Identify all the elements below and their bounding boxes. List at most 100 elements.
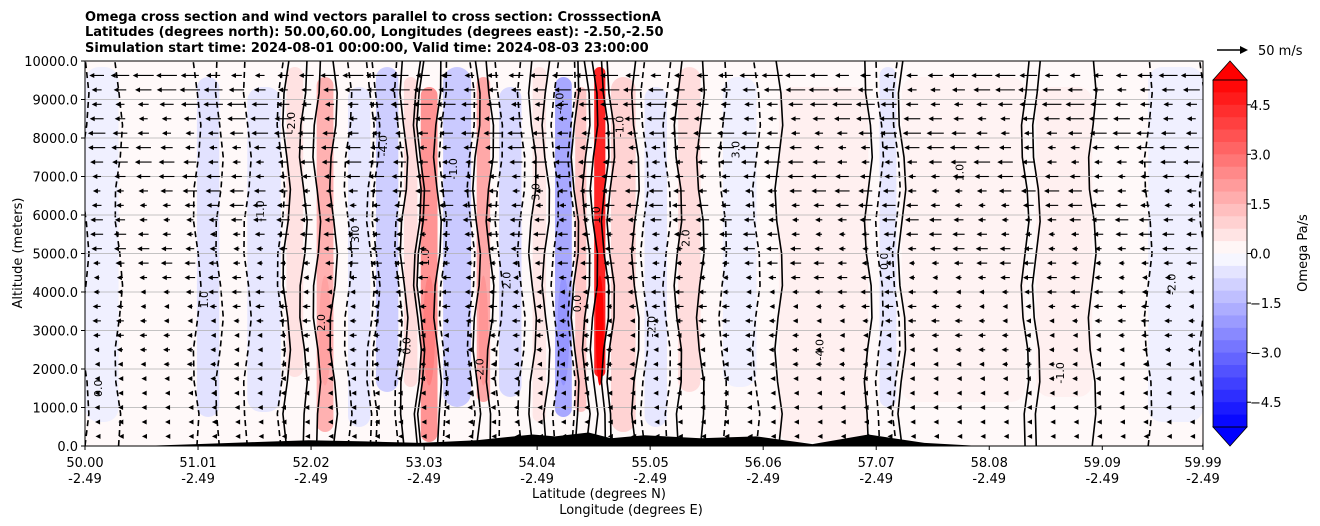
wind-vector-head <box>1022 116 1028 122</box>
x-axis: 50.00-2.4951.01-2.4952.02-2.4953.03-2.49… <box>66 446 1222 487</box>
wind-vector-head <box>1163 101 1169 107</box>
wind-vector-head <box>111 145 117 151</box>
wind-vector-head <box>1138 159 1144 165</box>
wind-vector-head <box>720 101 726 107</box>
wind-vector-head <box>1001 289 1007 295</box>
wind-vector-head <box>467 347 473 353</box>
wind-vector-head <box>840 419 846 425</box>
wind-vector-head <box>698 289 704 295</box>
wind-vector-head <box>1187 347 1193 353</box>
wind-vector-head <box>463 87 469 93</box>
wind-vector-head <box>1023 145 1029 151</box>
wind-vector-head <box>1025 361 1031 367</box>
wind-vector-head <box>141 405 147 410</box>
wind-vector-head <box>1138 217 1144 223</box>
wind-vector-head <box>745 275 751 281</box>
wind-vector-head <box>466 260 472 266</box>
y-tick-label: 10000.0 <box>24 55 78 70</box>
wind-vector-head <box>769 289 775 295</box>
y-tick-label: 4000.0 <box>33 286 79 301</box>
wind-vector-head <box>1164 303 1170 309</box>
wind-vector-head <box>1002 303 1008 309</box>
wind-vector-head <box>1026 405 1032 410</box>
wind-vector-head <box>182 188 188 194</box>
wind-vector-head <box>840 405 846 410</box>
wind-vector-head <box>994 72 1000 78</box>
wind-vector-head <box>837 217 843 223</box>
wind-vector-head <box>577 159 583 165</box>
wind-vector-head <box>508 72 514 78</box>
omega-band <box>347 87 371 427</box>
wind-vector-head <box>886 332 892 338</box>
wind-vector-head <box>976 101 982 107</box>
wind-vector-head <box>1071 246 1077 252</box>
wind-vector-head <box>785 87 791 93</box>
wind-vector-head <box>536 347 542 353</box>
wind-vector-head <box>747 376 753 382</box>
wind-vector-head <box>205 188 211 194</box>
wind-vector-head <box>533 116 539 122</box>
wind-vector-head <box>631 419 637 425</box>
wind-vector-head <box>581 231 587 237</box>
wind-vector-head <box>817 405 823 410</box>
wind-vector-head <box>909 376 915 382</box>
wind-vector-head <box>1071 318 1077 324</box>
wind-vector-head <box>347 130 353 136</box>
wind-vector-head <box>554 87 560 93</box>
wind-vector-head <box>372 202 378 208</box>
wind-vector-head <box>789 188 795 194</box>
wind-vector-head <box>603 202 609 208</box>
wind-vector-head <box>253 87 259 93</box>
wind-vector-head <box>768 217 774 223</box>
wind-vector-head <box>722 347 728 353</box>
wind-vector-head <box>693 130 699 136</box>
wind-vector-head <box>998 188 1004 194</box>
wind-vector-head <box>653 332 659 338</box>
wind-vector-head <box>951 130 957 136</box>
wind-vector-head <box>1067 87 1073 93</box>
wind-vector-head <box>137 246 143 252</box>
contour-label: 2.0 <box>679 229 692 247</box>
wind-vector-head <box>948 72 954 78</box>
colorbar-segment <box>1213 104 1247 118</box>
wind-vector-head <box>601 174 607 179</box>
wind-vector-head <box>1190 433 1196 439</box>
wind-vector-head <box>1096 405 1102 410</box>
contour-label: 0.0 <box>571 295 584 313</box>
wind-vector-head <box>230 174 236 179</box>
wind-vector-head <box>815 231 821 237</box>
wind-vector-head <box>930 101 936 107</box>
wind-vector-head <box>955 289 961 295</box>
wind-vector-head <box>886 390 892 396</box>
wind-vector-head <box>327 390 333 396</box>
colorbar-segment <box>1213 191 1247 205</box>
wind-vector-head <box>351 419 357 425</box>
wind-vector-head <box>1159 145 1165 151</box>
quiver-key: 50 m/s <box>1217 44 1303 59</box>
wind-vector-head <box>721 318 727 324</box>
wind-vector-head <box>722 275 728 281</box>
wind-vector-head <box>280 260 286 266</box>
wind-vector-head <box>371 116 377 122</box>
wind-vector-head <box>955 275 961 281</box>
wind-vector-head <box>211 419 217 425</box>
wind-vector-head <box>1089 130 1095 136</box>
wind-vector-head <box>1182 159 1188 165</box>
wind-vector-head <box>978 202 984 208</box>
wind-vector-head <box>700 376 706 382</box>
wind-vector-head <box>1024 289 1030 295</box>
wind-vector-head <box>368 174 374 179</box>
wind-vector-head <box>832 101 838 107</box>
wind-vector-head <box>979 376 985 382</box>
wind-vector-head <box>974 145 980 151</box>
wind-vector-head <box>374 390 380 396</box>
wind-vector-head <box>905 202 911 208</box>
wind-vector-head <box>1188 361 1194 367</box>
wind-vector-head <box>555 174 561 179</box>
wind-vector-head <box>491 433 497 439</box>
wind-vector-head <box>537 361 543 367</box>
wind-vector-head <box>839 332 845 338</box>
colorbar-tick-label: 1.5 <box>1250 198 1271 213</box>
wind-vector-head <box>1050 433 1056 439</box>
y-tick-label: 9000.0 <box>33 94 79 109</box>
